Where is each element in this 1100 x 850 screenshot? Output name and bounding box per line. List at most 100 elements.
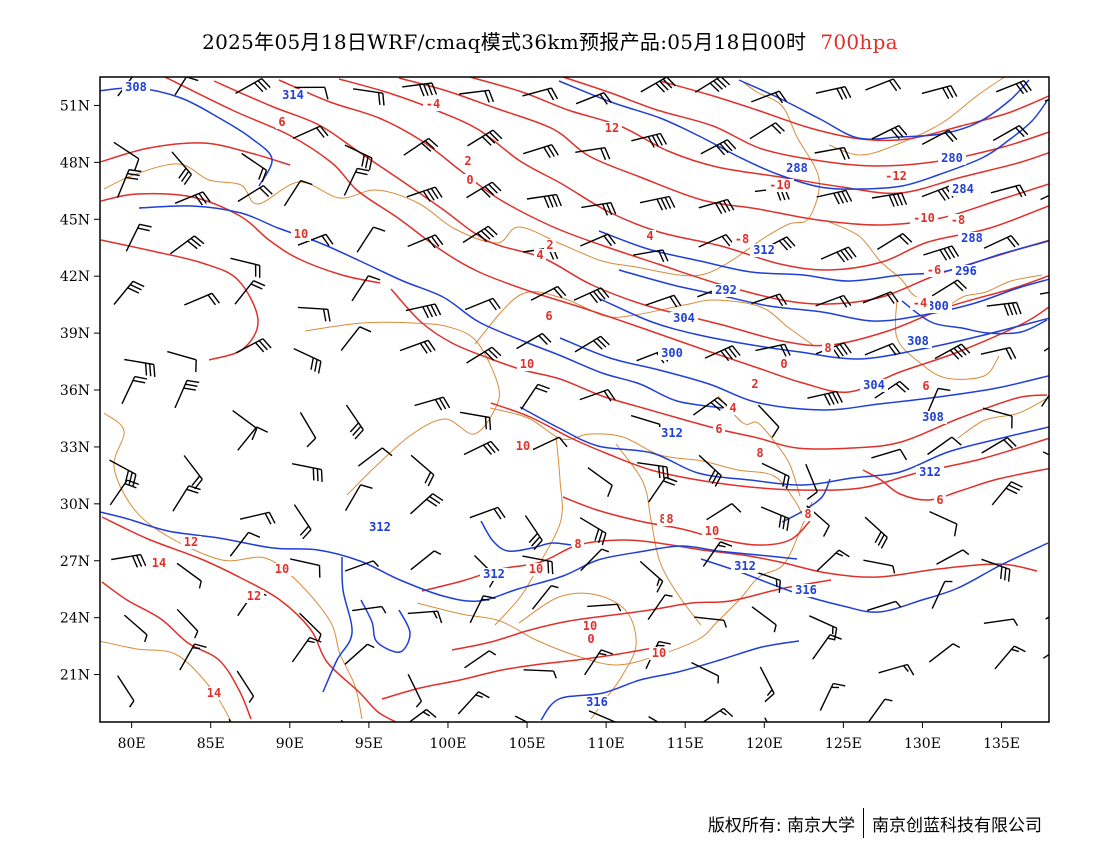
wind-barb [117,675,135,708]
wind-barb [457,691,490,715]
temperature-label: 6 [713,422,725,436]
contour-labels: 3083142882802842883122962923003043083003… [122,80,986,709]
svg-text:308: 308 [125,80,147,94]
wind-barb [176,562,202,589]
svg-text:312: 312 [919,465,941,479]
svg-text:8: 8 [659,512,666,526]
pressure-level: 700hpa [820,30,898,54]
svg-text:12: 12 [247,589,261,603]
temperature-label: 8 [664,512,676,526]
temperature-isotherm [163,77,1049,394]
wind-barb [934,343,971,360]
wind-barb [980,346,1017,360]
height-label: 288 [958,231,986,245]
svg-text:304: 304 [673,311,695,325]
wind-barb [863,559,896,574]
wind-barb [357,447,393,467]
wind-barb [410,550,442,571]
wind-barb [531,585,559,610]
svg-text:12: 12 [605,121,619,135]
temperature-label: 6 [934,493,946,507]
temperature-label: 10 [517,357,537,371]
svg-text:10: 10 [294,227,308,241]
wind-barb [645,294,682,308]
wind-barb [981,436,1017,454]
border-line [416,501,813,666]
wind-barb [871,124,908,140]
temperature-isotherm [338,78,1049,271]
temperature-isotherm [862,467,1049,501]
wind-barb [522,87,559,101]
wind-barb [235,77,271,95]
wind-barb [757,404,780,438]
svg-text:292: 292 [715,283,737,297]
lon-tick-label: 110E [588,736,625,752]
border-line [103,81,820,277]
wind-barb [983,234,1020,249]
wind-barb [464,297,501,311]
lat-tick-label: 42N [60,269,90,285]
height-label: 300 [658,346,686,360]
wind-barb [299,612,322,642]
lat-tick-label: 33N [60,440,90,456]
wind-barb [1048,501,1049,503]
temperature-label: -8 [732,232,752,246]
wind-barb [340,326,372,351]
wind-barb [125,223,152,252]
svg-text:-6: -6 [927,263,941,277]
temperature-label: 10 [580,619,600,633]
latitude-axis: 51N 48N 45N 42N 39N 36N 33N 30N 27N 24N 21N [60,98,100,684]
wind-barb [241,152,268,183]
height-label: 312 [480,567,508,581]
wind-barb [522,555,554,575]
lat-tick-label: 39N [60,326,90,342]
wind-barb [1039,291,1049,295]
wind-barb [111,553,147,568]
wind-barb [923,245,960,261]
height-label: 312 [916,465,944,479]
wind-barb [410,493,444,515]
wind-barb [179,643,207,671]
lat-tick-label: 36N [60,383,90,399]
svg-text:-4: -4 [913,296,927,310]
temperature-label: 2 [749,377,761,391]
wind-barb [749,122,785,140]
svg-text:288: 288 [961,231,983,245]
footer-divider [863,808,864,838]
temperature-label: 12 [244,589,264,603]
wind-barb [580,233,616,247]
wind-barb [109,459,137,487]
wind-barb [986,301,1022,316]
height-label: 308 [904,334,932,348]
temperature-isotherm [560,77,1049,167]
wind-barb [698,198,735,215]
height-label: 296 [952,264,980,278]
wind-barb [410,454,435,487]
wind-barb [751,606,777,633]
wind-barb [406,186,443,202]
lon-tick-label: 115E [667,736,704,752]
svg-text:10: 10 [516,439,530,453]
wind-barb [109,479,140,506]
wind-barb [121,375,148,405]
lat-tick-label: 30N [60,497,90,513]
height-contour [360,599,411,653]
wind-barb [1044,98,1049,102]
temperature-label: 0 [464,173,476,187]
wind-barb [587,467,613,498]
svg-text:288: 288 [786,161,808,175]
height-label: 312 [750,243,778,257]
temperature-label: 4 [644,229,656,243]
svg-text:312: 312 [369,520,391,534]
border-line [957,396,1049,439]
temperature-label: 2 [544,238,556,252]
height-contour [618,269,1049,322]
lon-tick-label: 120E [746,736,783,752]
temperature-label: 10 [272,562,292,576]
wind-barb [921,129,958,146]
wind-barb [124,358,156,377]
wind-barb [294,86,329,100]
temperature-isotherm [278,79,1049,305]
height-contour [700,542,1049,613]
